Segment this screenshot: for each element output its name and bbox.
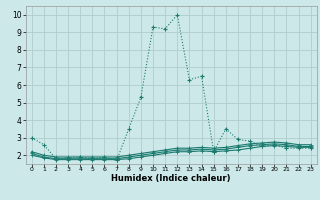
X-axis label: Humidex (Indice chaleur): Humidex (Indice chaleur) (111, 174, 231, 183)
